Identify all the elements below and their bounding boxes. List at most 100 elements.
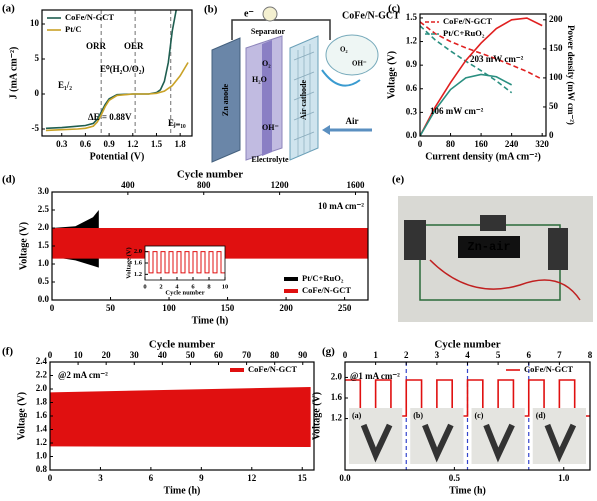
panel-label: (c): [388, 3, 401, 15]
x-axis-label: Time (h): [192, 315, 229, 326]
x-tick-label: 0: [50, 303, 55, 313]
x2-tick-label: 90: [298, 350, 308, 360]
y-tick-label: 0.9: [406, 59, 418, 69]
y-tick-label: 2.0: [36, 383, 48, 393]
device-sketch: [483, 423, 515, 463]
species: H₂O: [252, 75, 267, 84]
photo-label: (b): [413, 411, 423, 420]
x-axis-label: Time (h): [449, 485, 486, 496]
annotation: 203 mW cm⁻²: [470, 54, 524, 64]
separator-label: Separator: [251, 27, 286, 36]
legend-swatch: [284, 289, 298, 293]
x-tick-label: 1.8: [175, 139, 187, 149]
y-tick-label: 2.5: [38, 204, 50, 214]
y-tick-label: 1.4: [36, 424, 48, 434]
x2-tick-label: 800: [197, 180, 211, 190]
y-tick-label: 1.2: [331, 413, 343, 423]
annotation: @1 mA cm⁻²: [350, 371, 400, 381]
arrow-head: [322, 125, 330, 135]
x2-tick-label: 6: [527, 350, 532, 360]
plot-frame: [41, 9, 193, 137]
x-tick-label: 8: [207, 283, 211, 290]
y-tick-label: 10: [30, 18, 40, 28]
device-sketch: [360, 423, 393, 463]
x2-axis-label: Cycle number: [149, 339, 215, 351]
annotation: @2 mA cm⁻²: [58, 370, 108, 380]
y-tick-label: 2.2: [36, 370, 48, 380]
plot-frame: [419, 13, 547, 137]
x2-tick-label: 400: [121, 180, 135, 190]
x-axis-label: Current density (mA cm⁻²): [425, 151, 541, 162]
legend-swatch: [230, 368, 244, 372]
y-tick-label: 0.5: [38, 276, 50, 286]
x-tick-label: 3: [98, 473, 103, 483]
led-text: Zn-air: [467, 240, 510, 254]
x2-tick-label: 60: [214, 350, 224, 360]
x2-tick-label: 20: [102, 350, 112, 360]
y-tick-label: 1.5: [406, 12, 418, 22]
series-line: [45, 10, 177, 130]
device-sketch: [544, 423, 577, 463]
plot-area: [45, 10, 189, 136]
air-label: Air: [346, 116, 359, 126]
species: O₂: [262, 59, 271, 68]
annotation: E⁰(H₂O/O₂): [100, 64, 145, 74]
y-tick-label: 1.8: [36, 397, 48, 407]
panel-label: (b): [204, 4, 218, 16]
x2-tick-label: 10: [74, 350, 84, 360]
x-tick-label: 15: [298, 473, 308, 483]
y-tick-label: 0.3: [406, 106, 418, 116]
y2-tick-label: 150: [549, 43, 563, 53]
separator: [262, 40, 272, 156]
legend-label: Pt/C: [65, 24, 82, 34]
species: O₂: [340, 46, 348, 54]
cathode-label: Air cathode: [299, 80, 308, 121]
series-line: [420, 17, 543, 136]
legend-swatch: [284, 277, 298, 281]
legend-label: CoFe/N-GCT: [65, 12, 114, 22]
y-axis-label: Voltage (V): [16, 392, 27, 440]
y-axis-label: Voltage (V): [125, 247, 132, 278]
x-tick-label: 1.5: [151, 139, 163, 149]
y-axis-label: Voltage (V): [386, 51, 397, 99]
series-line: [420, 73, 513, 136]
voltage-band: [50, 386, 311, 448]
led-panel: [458, 236, 520, 258]
x2-tick-label: 5: [496, 350, 501, 360]
y-tick-label: 2.4: [36, 356, 48, 366]
x-tick-label: 9: [199, 473, 204, 483]
y-tick-label: 2.0: [134, 248, 142, 255]
x-tick-label: 10: [222, 283, 229, 290]
x2-tick-label: 30: [130, 350, 140, 360]
x-tick-label: 0: [143, 283, 146, 290]
x-axis-label: Cycle number: [165, 289, 204, 296]
y2-tick-label: 0: [549, 130, 554, 140]
legend-label: CoFe/N-GCT: [443, 16, 492, 26]
y2-tick-label: 200: [549, 14, 563, 24]
catalyst-label: CoFe/N-GCT: [342, 10, 400, 21]
species: OH⁻: [262, 123, 279, 132]
annotation: ΔE = 0.88V: [88, 112, 132, 122]
photo-label: (a): [352, 411, 362, 420]
y-tick-label: 1.2: [134, 271, 142, 278]
x-tick-label: 0.3: [56, 139, 68, 149]
x-tick-label: 0: [48, 473, 53, 483]
anode-label: Zn anode: [221, 83, 230, 116]
series-line: [45, 62, 189, 132]
x-tick-label: 1.2: [127, 139, 139, 149]
panel-label: (e): [392, 174, 405, 186]
x-tick-label: 0.0: [339, 473, 351, 483]
x-tick-label: 4: [175, 283, 179, 290]
device-photo: (e) Zn-air: [392, 174, 593, 322]
x2-tick-label: 8: [588, 350, 593, 360]
plot-area: [50, 386, 311, 448]
photo-label: (d): [536, 411, 546, 420]
species: OH⁻: [352, 60, 367, 68]
x-tick-label: 240: [505, 139, 519, 149]
panel-label: (g): [322, 346, 335, 358]
x-tick-label: 1.0: [558, 473, 570, 483]
x2-tick-label: 2: [404, 350, 409, 360]
x2-tick-label: 1: [373, 350, 378, 360]
x-tick-label: 100: [162, 303, 176, 313]
